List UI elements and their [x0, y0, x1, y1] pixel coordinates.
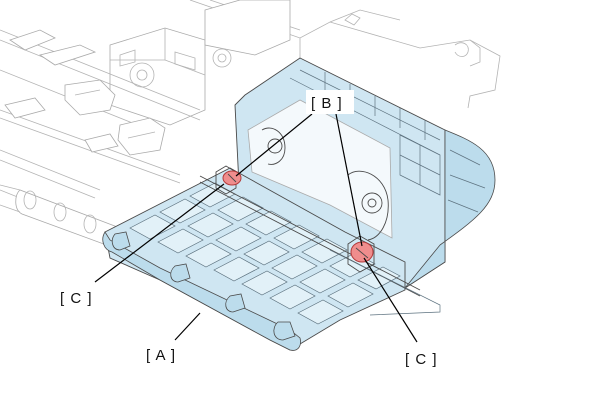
label-c-left: [ C ] [60, 290, 93, 307]
screw-c-left [215, 165, 242, 195]
label-b: [ B ] [311, 95, 343, 112]
leader-c-right [363, 257, 418, 343]
callout-labels: [ B ] [ C ] [ A ] [ C ] [60, 90, 438, 368]
label-a: [ A ] [146, 347, 176, 364]
leader-a [174, 312, 201, 341]
front-tabs [111, 231, 296, 341]
leader-b-right [335, 113, 363, 247]
leader-lines [94, 113, 418, 343]
part-a-tray [102, 57, 496, 351]
label-c-right: [ C ] [405, 351, 438, 368]
leader-c-left [94, 183, 225, 283]
leader-b-left [235, 113, 313, 177]
background-mechanism [0, 0, 501, 251]
tray-grid-cells [129, 182, 401, 325]
label-b-background [306, 90, 354, 114]
